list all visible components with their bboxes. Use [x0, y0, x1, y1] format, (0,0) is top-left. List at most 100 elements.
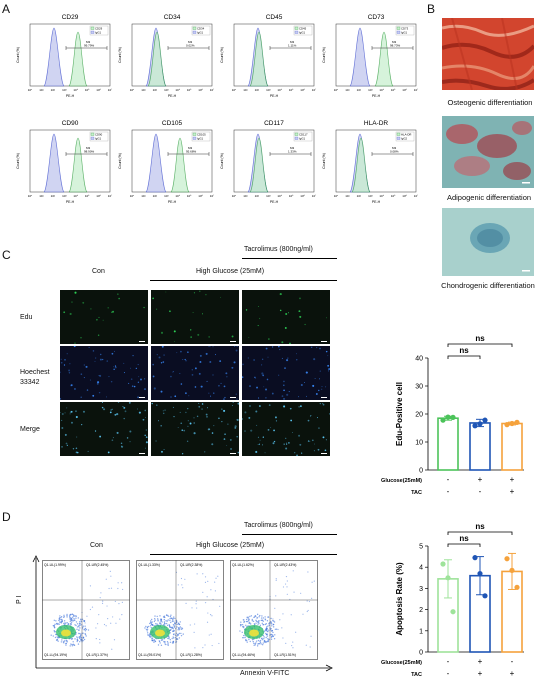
event-dot: [145, 628, 148, 631]
cell-dot: [283, 389, 285, 392]
cell-dot: [112, 437, 114, 439]
cell-dot: [144, 409, 147, 412]
cell-dot: [143, 378, 146, 380]
flow-legend-box: [89, 131, 109, 142]
event-dot: [207, 580, 209, 582]
event-dot: [282, 637, 284, 639]
flow-x-tick: 10°: [130, 88, 135, 92]
event-dot: [78, 636, 81, 638]
event-dot: [83, 638, 86, 641]
legend-swatch-marker: [396, 132, 401, 136]
flow-x-tick: 10⁷: [108, 194, 112, 198]
event-dot: [173, 624, 175, 626]
cell-dot: [172, 371, 174, 373]
cell-dot: [94, 357, 97, 359]
cell-dot: [137, 364, 139, 366]
cell-dot: [258, 397, 260, 399]
event-dot: [270, 620, 272, 623]
micrograph-background: [151, 346, 239, 400]
cell-dot: [210, 395, 212, 397]
flow-x-tick: 10⁴: [175, 194, 180, 198]
cell-dot: [96, 382, 99, 385]
flow-x-tick: 10⁴: [277, 194, 282, 198]
event-dot: [263, 638, 265, 640]
scale-bar: [230, 397, 236, 398]
event-dot: [266, 620, 269, 622]
flow-x-tick: 10⁵: [289, 88, 294, 92]
cell-dot: [135, 367, 138, 370]
hg-sign: -: [447, 657, 450, 666]
cell-dot: [262, 444, 264, 446]
legend-swatch-isotype: [396, 30, 401, 34]
cell-dot: [96, 381, 100, 384]
bar-y-tick-label: 10: [415, 440, 423, 447]
event-dot: [172, 633, 175, 636]
cell-dot: [307, 419, 310, 422]
event-dot: [105, 625, 107, 627]
event-dot: [56, 638, 58, 641]
event-dot: [150, 623, 153, 626]
event-dot: [113, 639, 116, 641]
cell-dot: [229, 438, 232, 441]
event-dot: [285, 642, 287, 644]
cell-dot: [180, 422, 183, 425]
cell-dot: [191, 374, 194, 376]
event-dot: [180, 632, 182, 635]
event-dot: [263, 636, 265, 638]
cell-dot: [284, 326, 287, 329]
cell-dot: [268, 338, 270, 340]
cell-dot: [98, 391, 101, 394]
cell-dot: [207, 428, 210, 431]
cell-dot: [273, 429, 275, 432]
flow-x-tick: 10⁶: [96, 194, 101, 198]
cell-dot: [298, 406, 300, 408]
flow-x-tick: 10⁷: [414, 194, 418, 198]
event-dot: [159, 642, 161, 644]
bar-y-tick-label: 0: [419, 650, 423, 657]
event-dot: [261, 637, 263, 640]
event-dot: [165, 622, 168, 625]
tac-sign: +: [510, 487, 515, 496]
event-dot: [208, 634, 210, 636]
event-dot: [110, 622, 112, 624]
data-point: [477, 570, 483, 577]
marker-peak: [68, 137, 88, 193]
cell-dot: [199, 360, 202, 363]
cell-dot: [200, 385, 203, 388]
scale-bar: [321, 397, 327, 398]
cell-dot: [85, 365, 88, 368]
data-point: [509, 567, 515, 573]
cell-dot: [274, 416, 277, 419]
flow-x-tick: 10⁷: [312, 88, 316, 92]
event-dot: [79, 634, 82, 637]
cell-dot: [138, 411, 141, 414]
cell-dot: [80, 396, 82, 398]
event-dot: [309, 646, 311, 648]
cell-dot: [218, 384, 220, 387]
event-dot: [292, 570, 294, 572]
cell-dot: [298, 434, 301, 437]
flow-x-tick: 10⁵: [391, 88, 396, 92]
event-dot: [69, 620, 71, 623]
tac-sign: +: [510, 669, 515, 678]
event-dot: [71, 637, 74, 640]
flow-x-tick: 10⁶: [198, 88, 203, 92]
event-dot: [307, 609, 309, 612]
flow-plot-frame: [335, 129, 417, 193]
cell-dot: [316, 347, 318, 349]
event-dot: [57, 640, 59, 642]
event-dot: [180, 577, 183, 580]
cell-dot: [114, 413, 117, 416]
cell-dot: [98, 316, 100, 318]
cell-dot: [174, 395, 177, 398]
cell-dot: [279, 349, 281, 351]
data-point: [514, 419, 520, 425]
flow-x-tick: 10²: [255, 194, 259, 198]
event-dot: [118, 603, 120, 605]
micrograph-r2-c1: [60, 346, 148, 400]
event-dot: [249, 640, 251, 643]
gate-name: M3: [188, 40, 192, 44]
cell-dot: [242, 376, 244, 379]
cell-dot: [187, 425, 189, 428]
cell-dot: [60, 371, 61, 374]
